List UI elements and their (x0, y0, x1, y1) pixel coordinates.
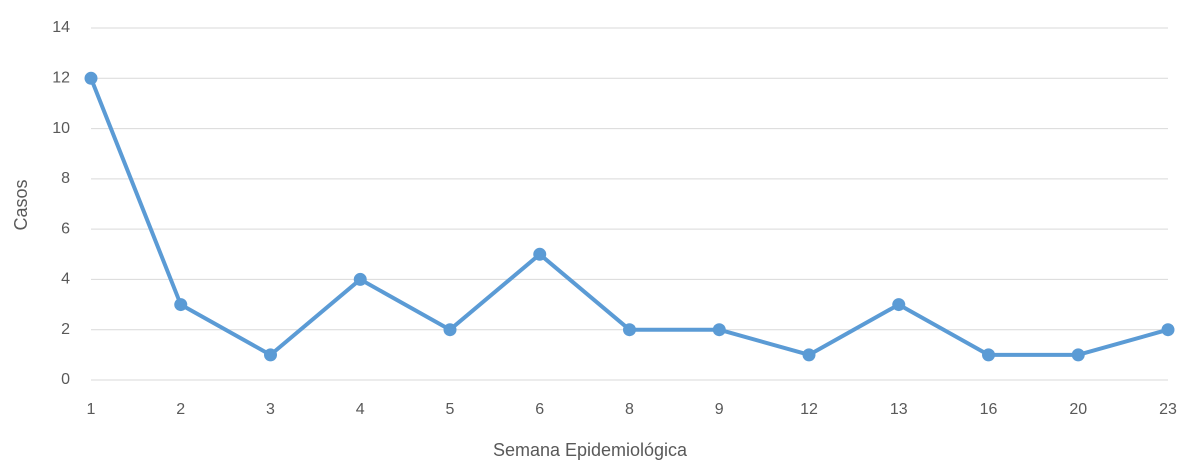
marker (982, 348, 995, 362)
x-tick-label: 12 (800, 401, 818, 418)
x-tick-label: 23 (1159, 401, 1177, 418)
x-tick-label: 1 (87, 401, 96, 418)
x-tick-label: 16 (980, 401, 998, 418)
y-tick-label: 8 (61, 170, 70, 187)
x-tick-label: 4 (356, 401, 365, 418)
marker (892, 298, 906, 312)
y-tick-label: 4 (61, 271, 70, 288)
y-tick-label: 2 (61, 321, 70, 338)
marker (623, 323, 636, 337)
x-tick-label: 9 (715, 401, 724, 418)
x-tick-label: 8 (625, 401, 634, 418)
x-tick-label: 2 (176, 401, 185, 418)
x-axis-title: Semana Epidemiológica (493, 440, 688, 460)
marker (533, 247, 547, 261)
y-tick-label: 6 (61, 220, 70, 237)
marker (84, 71, 98, 85)
x-tick-label: 20 (1069, 401, 1087, 418)
y-tick-label: 10 (52, 120, 70, 137)
x-tick-label: 5 (446, 401, 455, 418)
marker (174, 298, 188, 312)
marker (802, 348, 816, 362)
marker (353, 272, 367, 286)
marker (712, 323, 726, 337)
x-tick-label: 6 (535, 401, 544, 418)
marker (1161, 323, 1175, 337)
marker (264, 348, 277, 362)
x-tick-label: 13 (890, 401, 908, 418)
marker (1071, 348, 1085, 362)
marker (443, 323, 457, 337)
y-axis-title: Casos (11, 179, 31, 230)
y-tick-label: 14 (52, 19, 70, 36)
line (89, 77, 1169, 357)
y-tick-label: 0 (61, 371, 70, 388)
x-tick-label: 3 (266, 401, 275, 418)
y-tick-label: 12 (52, 70, 70, 87)
